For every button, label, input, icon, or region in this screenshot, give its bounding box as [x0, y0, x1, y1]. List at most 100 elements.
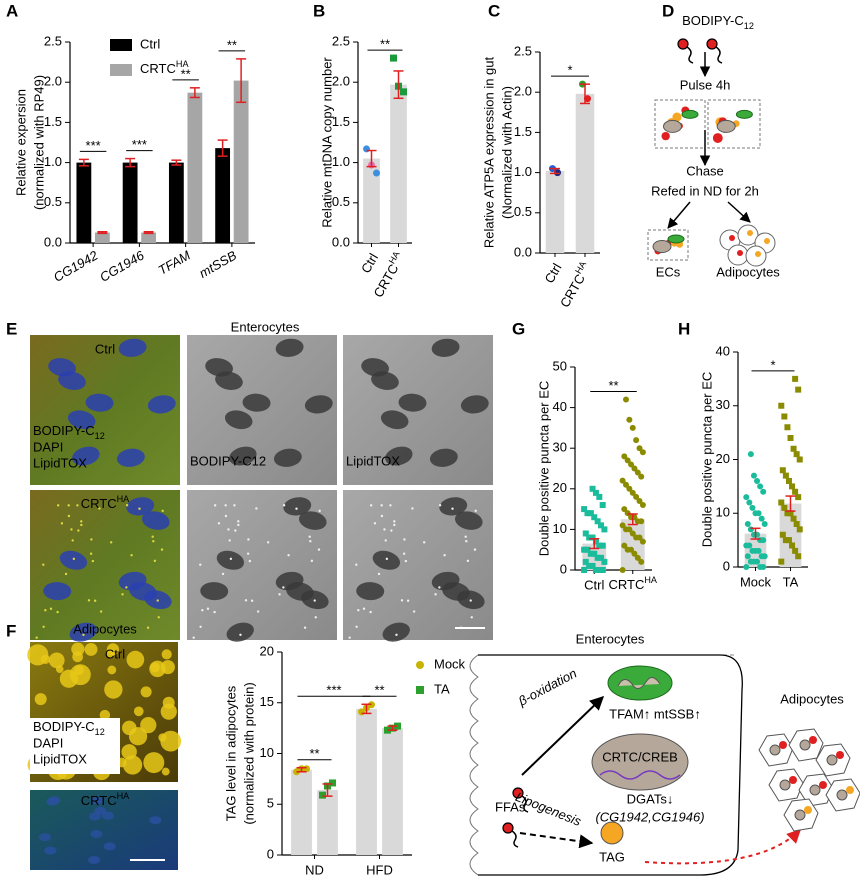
puncta	[395, 633, 398, 636]
stain-label-part: 12	[95, 727, 105, 737]
y-axis-label: Relative expersion	[13, 89, 28, 196]
puncta	[400, 599, 404, 602]
data-point	[631, 465, 638, 472]
panel-title: Enterocytes	[231, 319, 300, 334]
puncta	[233, 504, 236, 507]
lipid-droplet	[74, 665, 84, 676]
stain-label-part: 12	[95, 431, 105, 441]
nucleus	[356, 582, 385, 601]
puncta	[380, 504, 383, 507]
lipid-droplet	[122, 755, 143, 775]
puncta	[227, 528, 230, 531]
puncta	[406, 599, 410, 602]
puncta	[121, 593, 124, 596]
image-label-part: CRTC	[81, 793, 117, 808]
puncta	[303, 626, 307, 629]
mitochondrion	[681, 109, 699, 119]
data-point	[634, 554, 641, 561]
data-point	[790, 515, 797, 522]
data-point	[795, 386, 802, 393]
y-tick-label: 0.5	[44, 194, 62, 209]
ffa-label: FFAs	[495, 799, 526, 814]
data-point	[586, 562, 593, 569]
nucleus	[275, 571, 304, 591]
lipid-droplet	[160, 660, 175, 675]
y-tick-label: 1.0	[44, 154, 62, 169]
nucleus	[147, 395, 176, 414]
lipid-droplet	[84, 642, 98, 656]
data-point	[624, 457, 631, 464]
y-axis-label: (normalized with protein)	[241, 682, 256, 824]
nucleus	[116, 448, 145, 467]
puncta	[60, 522, 64, 525]
x-tick-label: TFAM	[156, 248, 193, 278]
puncta	[42, 563, 45, 566]
puncta	[318, 509, 321, 513]
nucleus	[215, 371, 243, 390]
puncta	[313, 599, 316, 602]
y-axis-label: Double positive puncta per EC	[536, 381, 551, 557]
y-tick-label: 1.5	[514, 124, 532, 139]
puncta	[247, 538, 250, 541]
nucleus	[229, 446, 257, 466]
panel-title: Adipocytes	[73, 621, 137, 636]
gene-label: TFAM↑ mtSSB↑	[609, 706, 701, 721]
puncta	[309, 540, 312, 543]
arrow	[521, 696, 605, 776]
data-point	[598, 522, 605, 529]
droplet	[804, 806, 812, 814]
puncta	[244, 599, 248, 602]
step-label: Pulse 4h	[680, 77, 731, 92]
puncta	[348, 636, 351, 639]
data-point	[589, 485, 596, 492]
lipid-droplet	[99, 709, 111, 721]
droplet	[672, 112, 682, 122]
data-point	[743, 494, 750, 501]
data-point	[591, 514, 598, 521]
data-point	[761, 521, 768, 527]
data-point	[778, 499, 785, 506]
nucleus	[385, 446, 413, 466]
puncta	[206, 607, 210, 610]
bar	[545, 170, 565, 253]
ec-label: ECs	[656, 264, 681, 279]
data-point	[757, 564, 764, 570]
data-point	[586, 534, 593, 541]
data-point	[793, 451, 800, 458]
nucleus	[779, 779, 791, 791]
nucleus	[826, 754, 838, 766]
bar	[122, 162, 138, 243]
data-point	[793, 521, 800, 527]
data-point	[582, 530, 589, 537]
puncta	[308, 535, 311, 538]
nucleus	[67, 410, 96, 430]
cell-sketch	[647, 229, 689, 261]
nucleus	[769, 744, 781, 756]
nucleus	[224, 410, 253, 430]
nucleus	[273, 448, 302, 467]
puncta	[438, 504, 442, 507]
puncta	[229, 557, 233, 561]
panel-letter: H	[678, 319, 690, 338]
panel-letter: B	[313, 1, 325, 20]
puncta	[369, 504, 373, 507]
legend-box	[30, 718, 120, 774]
lipid-icon	[706, 38, 718, 50]
puncta	[125, 586, 128, 589]
data-point	[638, 473, 645, 480]
y-tick-label: 2.5	[514, 43, 532, 58]
x-tick-label: mtSSB	[197, 247, 240, 280]
nucleus	[809, 784, 821, 796]
data-point	[594, 554, 601, 561]
puncta	[355, 625, 358, 628]
puncta	[362, 607, 366, 610]
puncta	[237, 520, 240, 523]
stain-label: BODIPY-C12	[33, 423, 105, 441]
cell-sketch	[654, 99, 706, 149]
droplet	[789, 776, 797, 784]
bar	[363, 158, 380, 243]
puncta	[89, 552, 93, 555]
data-point	[634, 518, 641, 525]
y-tick-label: 40	[553, 399, 567, 414]
puncta	[383, 528, 386, 531]
